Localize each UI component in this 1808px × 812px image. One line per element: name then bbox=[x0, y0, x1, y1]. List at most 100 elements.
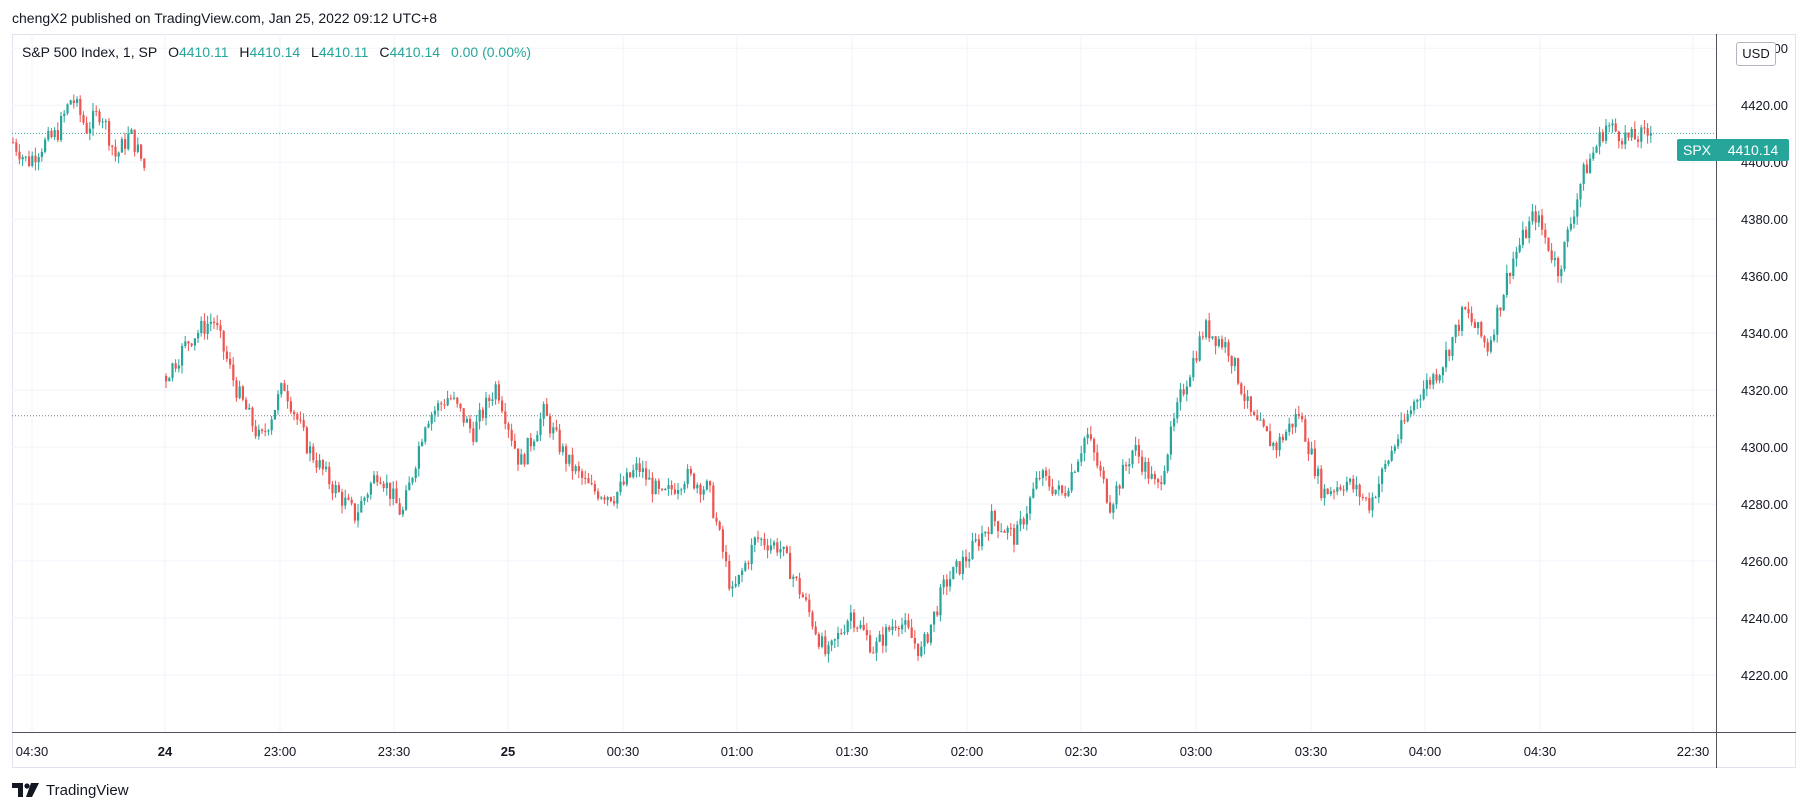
candle-body bbox=[542, 404, 545, 419]
candle-body bbox=[1041, 470, 1044, 479]
candle-body bbox=[1285, 431, 1288, 441]
candle-body bbox=[1537, 215, 1540, 223]
candle-body bbox=[168, 378, 171, 382]
chart-area[interactable]: 4220.00 4240.00 4260.00 4280.00 4300.00 4320.… bbox=[12, 34, 1796, 768]
legend-low-label: L bbox=[311, 44, 319, 60]
candle-body bbox=[1275, 442, 1278, 451]
candle-body bbox=[98, 111, 101, 123]
candle-body bbox=[1195, 358, 1198, 361]
candle-body bbox=[334, 485, 337, 494]
candle-body bbox=[686, 468, 689, 485]
candle-body bbox=[677, 489, 680, 494]
candle-body bbox=[92, 110, 95, 129]
candle-body bbox=[257, 429, 260, 437]
candle-body bbox=[1393, 446, 1396, 451]
candle-body bbox=[885, 627, 888, 646]
x-tick-label: 00:30 bbox=[607, 744, 640, 759]
candle-body bbox=[1406, 414, 1409, 422]
candle-body bbox=[491, 399, 494, 402]
legend-high: 4410.14 bbox=[249, 44, 301, 60]
candle-body bbox=[603, 497, 606, 500]
x-tick-label: 23:00 bbox=[264, 744, 297, 759]
candle-body bbox=[1000, 531, 1003, 533]
candle-body bbox=[95, 110, 98, 112]
candle-body bbox=[1070, 472, 1073, 491]
candle-body bbox=[1585, 164, 1588, 174]
price-tag-symbol: SPX bbox=[1682, 142, 1711, 158]
candle-body bbox=[357, 512, 360, 521]
candle-body bbox=[79, 98, 82, 115]
candle-body bbox=[206, 323, 209, 334]
candle-body bbox=[245, 399, 248, 410]
candle-body bbox=[85, 122, 88, 133]
candle-body bbox=[856, 627, 859, 629]
candle-body bbox=[382, 483, 385, 489]
candle-body bbox=[1230, 355, 1233, 367]
candle-body bbox=[1150, 473, 1153, 479]
candle-body bbox=[347, 497, 350, 500]
legend-symbol[interactable]: S&P 500 Index, 1, SP bbox=[22, 44, 158, 60]
candle-body bbox=[31, 155, 34, 166]
candle-body bbox=[827, 645, 830, 655]
candle-body bbox=[267, 430, 270, 432]
candle-body bbox=[849, 612, 852, 621]
candle-body bbox=[1246, 396, 1249, 401]
candle-body bbox=[315, 460, 318, 468]
candle-body bbox=[536, 435, 539, 442]
candle-body bbox=[1605, 125, 1608, 142]
candle-body bbox=[1169, 426, 1172, 455]
currency-button[interactable]: USD bbox=[1736, 42, 1776, 66]
candle-body bbox=[363, 497, 366, 501]
candle-body bbox=[1518, 244, 1521, 252]
candle-body bbox=[891, 626, 894, 631]
candle-body bbox=[1512, 258, 1515, 276]
candle-body bbox=[277, 394, 280, 411]
candle-body bbox=[1467, 309, 1470, 314]
candle-body bbox=[977, 539, 980, 547]
candle-body bbox=[1269, 431, 1272, 447]
legend-high-label: H bbox=[239, 44, 250, 60]
candle-body bbox=[1419, 399, 1422, 401]
candlestick-chart[interactable]: 4220.00 4240.00 4260.00 4280.00 4300.00 4320.… bbox=[12, 34, 1796, 768]
candle-body bbox=[28, 156, 31, 166]
candle-body bbox=[872, 652, 875, 654]
candle-body bbox=[1413, 401, 1416, 411]
candle-body bbox=[696, 484, 699, 489]
candle-body bbox=[929, 624, 932, 643]
candle-body bbox=[1355, 484, 1358, 490]
candle-body bbox=[993, 511, 996, 522]
candle-body bbox=[750, 544, 753, 564]
candle-body bbox=[379, 482, 382, 484]
candle-body bbox=[248, 407, 251, 410]
candle-body bbox=[1390, 450, 1393, 461]
candle-body bbox=[705, 481, 708, 490]
candle-body bbox=[200, 320, 203, 333]
candle-body bbox=[331, 484, 334, 494]
candle-body bbox=[1547, 237, 1550, 251]
candle-body bbox=[1633, 128, 1636, 140]
candle-body bbox=[1630, 128, 1633, 138]
x-tick-label: 02:00 bbox=[951, 744, 984, 759]
candle-body bbox=[798, 578, 801, 595]
candle-body bbox=[1009, 527, 1012, 529]
candle-body bbox=[497, 384, 500, 401]
candle-body bbox=[1003, 531, 1006, 533]
candle-body bbox=[923, 634, 926, 647]
candle-body bbox=[488, 397, 491, 402]
candle-body bbox=[1422, 388, 1425, 400]
candle-body bbox=[577, 466, 580, 472]
candle-body bbox=[1253, 411, 1256, 416]
tradingview-logo[interactable]: TradingView bbox=[12, 780, 129, 800]
candle-body bbox=[449, 398, 452, 400]
candle-body bbox=[606, 497, 609, 500]
candle-body bbox=[1205, 320, 1208, 338]
candle-body bbox=[1592, 152, 1595, 159]
candle-body bbox=[561, 446, 564, 453]
candle-body bbox=[127, 133, 130, 149]
candle-body bbox=[235, 380, 238, 398]
candle-body bbox=[1288, 423, 1291, 432]
candle-body bbox=[837, 632, 840, 640]
candle-body bbox=[910, 627, 913, 638]
candle-body bbox=[789, 552, 792, 579]
candle-body bbox=[539, 418, 542, 436]
